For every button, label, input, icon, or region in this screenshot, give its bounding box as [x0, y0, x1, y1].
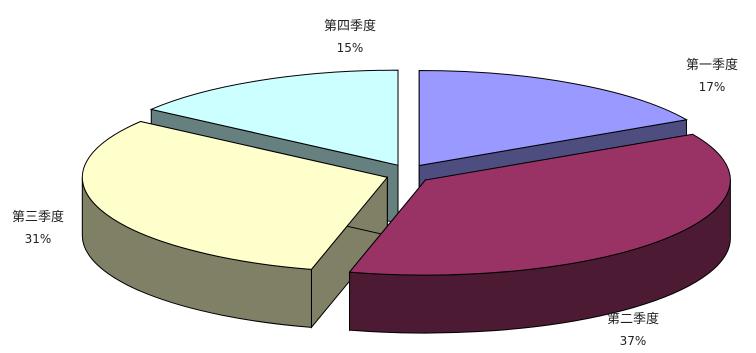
- slice-percent-1: 17%: [699, 80, 726, 94]
- slice-label-2: 第二季度: [607, 311, 659, 327]
- slice-label-3: 第三季度: [12, 209, 64, 225]
- slice-percent-4: 15%: [337, 41, 364, 55]
- slice-percent-3: 31%: [25, 232, 52, 246]
- slice-label-1: 第一季度: [686, 57, 738, 73]
- pie-slice-1-top: [418, 69, 688, 167]
- pie-slice-3-top: [81, 120, 389, 270]
- pie-labels: 第一季度 17% 第二季度 37% 第三季度 31% 第四季度 15%: [12, 18, 738, 348]
- pie-slice-2-top: [348, 133, 731, 276]
- pie-slice-4-top: [149, 69, 399, 166]
- slice-percent-2: 37%: [620, 334, 647, 348]
- pie-tops: [81, 69, 731, 276]
- slice-label-4: 第四季度: [324, 18, 376, 34]
